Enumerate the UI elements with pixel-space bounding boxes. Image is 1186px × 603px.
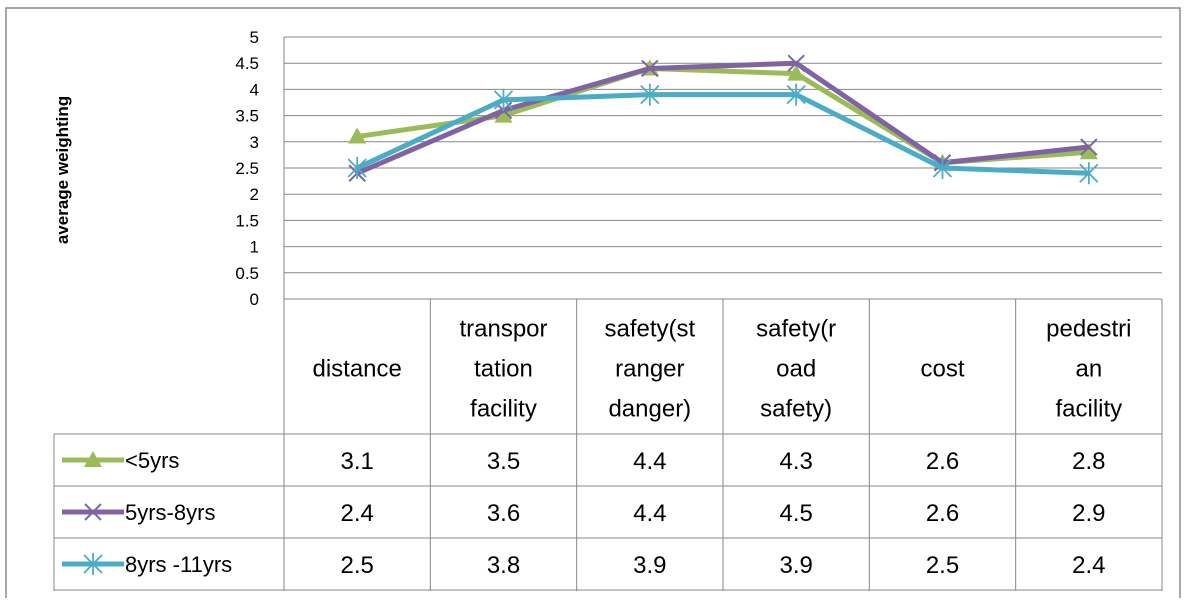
legend-key xyxy=(62,451,124,467)
data-label: 3.1 xyxy=(340,448,373,475)
y-tick-label: 3 xyxy=(250,133,259,152)
y-tick-label: 0 xyxy=(250,290,259,309)
y-tick-label: 3.5 xyxy=(235,107,259,126)
data-point xyxy=(493,88,514,111)
data-label: 3.9 xyxy=(633,552,666,579)
y-tick-label: 4 xyxy=(250,80,259,99)
y-tick-label: 1 xyxy=(250,238,259,257)
data-label: 2.5 xyxy=(340,552,373,579)
category-label: distance xyxy=(312,356,401,383)
y-tick-label: 2.5 xyxy=(235,159,259,178)
data-point xyxy=(1079,143,1098,160)
data-point xyxy=(787,64,806,81)
data-label: 3.8 xyxy=(487,552,520,579)
category-label: oad xyxy=(776,356,816,383)
category-label: safety(st xyxy=(604,316,695,343)
data-label: 4.4 xyxy=(633,448,666,475)
y-tick-label: 1.5 xyxy=(235,211,259,230)
data-label: 2.5 xyxy=(926,552,959,579)
table-cells: distance transpor tation facility safety(st r… xyxy=(62,316,1132,579)
category-label: ranger xyxy=(615,356,684,383)
data-point xyxy=(641,59,659,78)
y-axis-title: average weighting xyxy=(53,96,72,244)
legend-marker xyxy=(84,451,102,467)
category-label: facility xyxy=(470,396,537,423)
data-label: 2.8 xyxy=(1072,448,1105,475)
data-table xyxy=(53,298,1163,591)
data-point xyxy=(347,157,367,179)
data-label: 2.6 xyxy=(926,448,959,475)
y-tick-label: 5 xyxy=(250,28,259,47)
y-axis: 0 0.5 1 1.5 2 2.5 3 3.5 4 4.5 5 xyxy=(235,28,285,309)
category-label: pedestri xyxy=(1046,316,1131,343)
data-point xyxy=(1080,138,1098,156)
data-point xyxy=(932,157,953,179)
legend-key xyxy=(62,553,124,575)
data-point xyxy=(1079,162,1099,185)
series-lines xyxy=(347,54,1099,185)
y-tick-label: 2 xyxy=(250,185,259,204)
category-label: danger) xyxy=(608,396,691,423)
y-tick-label: 0.5 xyxy=(235,264,259,283)
data-label: 2.4 xyxy=(340,500,373,527)
data-label: 2.9 xyxy=(1072,500,1105,527)
data-label: 3.5 xyxy=(487,448,520,475)
category-label: safety(r xyxy=(756,316,836,343)
series-line xyxy=(356,92,1089,176)
chart-border xyxy=(5,7,1181,601)
data-point xyxy=(640,83,660,106)
data-point xyxy=(786,83,806,106)
category-label: facility xyxy=(1055,396,1122,423)
legend-marker xyxy=(83,553,103,575)
y-tick-label: 4.5 xyxy=(235,54,259,73)
data-label: 3.6 xyxy=(487,500,520,527)
legend-key xyxy=(62,503,124,521)
category-label: safety) xyxy=(760,396,832,423)
series-line xyxy=(356,60,1090,176)
data-point xyxy=(787,54,805,72)
legend-label: 8yrs -11yrs xyxy=(125,552,232,577)
category-label: transpor xyxy=(459,316,547,343)
legend-marker xyxy=(84,503,102,521)
data-point xyxy=(348,127,367,144)
data-label: 2.6 xyxy=(926,500,959,527)
legend-label: <5yrs xyxy=(125,448,179,473)
category-label: tation xyxy=(474,356,533,383)
data-label: 4.3 xyxy=(779,448,812,475)
series-3 xyxy=(347,83,1099,185)
data-label: 2.4 xyxy=(1072,552,1105,579)
category-label: an xyxy=(1075,356,1102,383)
data-point xyxy=(494,106,513,123)
data-label: 4.4 xyxy=(633,500,666,527)
data-label: 4.5 xyxy=(779,500,812,527)
category-label: cost xyxy=(920,356,964,383)
data-label: 3.9 xyxy=(779,552,812,579)
legend-label: 5yrs-8yrs xyxy=(125,500,215,525)
